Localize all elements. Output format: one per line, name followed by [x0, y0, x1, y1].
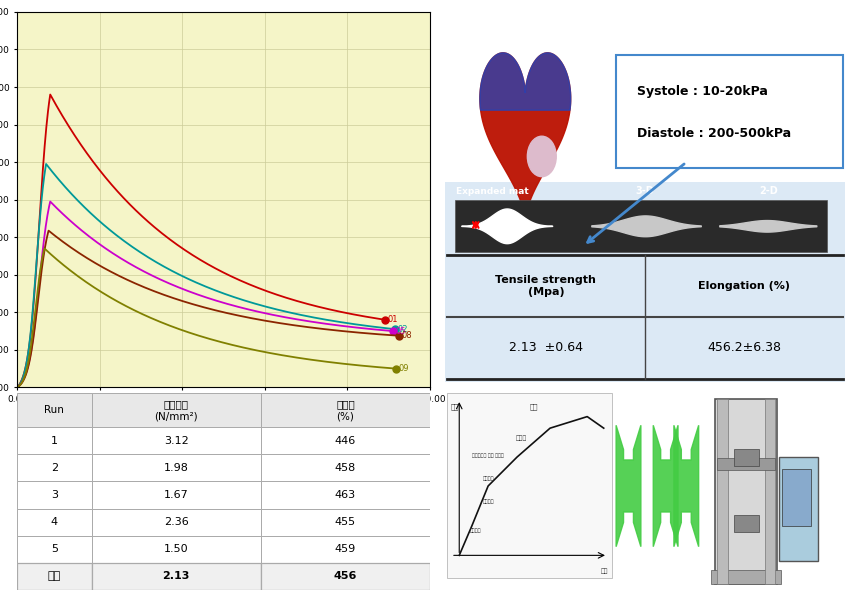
Bar	[734, 449, 759, 466]
Text: 05: 05	[396, 327, 406, 336]
Text: 2.13  ±0.64: 2.13 ±0.64	[509, 342, 583, 355]
Text: 3-D: 3-D	[636, 186, 654, 195]
Polygon shape	[674, 426, 698, 547]
FancyBboxPatch shape	[455, 200, 826, 252]
Text: 1.67: 1.67	[163, 490, 188, 500]
Text: 파괴점: 파괴점	[515, 435, 527, 440]
FancyBboxPatch shape	[17, 563, 91, 590]
Text: 2: 2	[51, 463, 58, 473]
Text: 455: 455	[335, 517, 356, 527]
Circle shape	[527, 136, 556, 176]
Polygon shape	[480, 53, 571, 220]
FancyBboxPatch shape	[261, 482, 430, 508]
Bar	[717, 458, 775, 470]
Text: 인장강도를 위한 보조선: 인장강도를 위한 보조선	[472, 453, 504, 458]
Polygon shape	[654, 426, 678, 547]
FancyBboxPatch shape	[91, 427, 261, 454]
Text: 비례구간: 비례구간	[470, 528, 482, 533]
FancyBboxPatch shape	[91, 536, 261, 563]
Text: 09: 09	[399, 364, 409, 373]
Text: 인장강도
(N/mm²): 인장강도 (N/mm²)	[154, 399, 198, 421]
Text: 연신: 연신	[600, 568, 608, 574]
Text: Elongation (%): Elongation (%)	[698, 281, 790, 291]
Bar	[779, 457, 819, 561]
FancyBboxPatch shape	[91, 508, 261, 536]
Text: 하중: 하중	[451, 403, 459, 409]
Text: 463: 463	[335, 490, 356, 500]
Bar	[447, 393, 612, 579]
Text: 01: 01	[388, 315, 398, 324]
Text: Tensile strength
(Mpa): Tensile strength (Mpa)	[495, 275, 596, 297]
FancyBboxPatch shape	[616, 55, 843, 168]
Text: 1.98: 1.98	[163, 463, 188, 473]
FancyBboxPatch shape	[17, 427, 91, 454]
Text: 5: 5	[51, 544, 58, 554]
FancyBboxPatch shape	[17, 393, 91, 427]
Text: Expanded mat: Expanded mat	[456, 187, 529, 195]
Text: Diastole : 200-500kPa: Diastole : 200-500kPa	[636, 128, 791, 141]
Text: 하항복점: 하항복점	[482, 499, 494, 504]
Text: 3: 3	[51, 490, 58, 500]
X-axis label: Strain [%]: Strain [%]	[195, 409, 252, 420]
Bar	[717, 399, 728, 584]
Text: 2.13: 2.13	[163, 572, 190, 582]
Text: 1: 1	[51, 436, 58, 446]
FancyBboxPatch shape	[261, 393, 430, 427]
Polygon shape	[616, 426, 641, 547]
Text: 456.2±6.38: 456.2±6.38	[707, 342, 781, 355]
Text: 456: 456	[334, 572, 357, 582]
Text: 3.12: 3.12	[163, 436, 188, 446]
Text: 4: 4	[51, 517, 58, 527]
Text: 연신율
(%): 연신율 (%)	[336, 399, 355, 421]
Bar	[716, 399, 777, 584]
FancyBboxPatch shape	[91, 454, 261, 482]
Text: 2-D: 2-D	[759, 186, 778, 195]
FancyBboxPatch shape	[17, 454, 91, 482]
FancyBboxPatch shape	[17, 482, 91, 508]
Text: 458: 458	[335, 463, 356, 473]
Text: 1.50: 1.50	[163, 544, 188, 554]
FancyBboxPatch shape	[17, 508, 91, 536]
Text: 상항복점: 상항복점	[482, 476, 494, 481]
Polygon shape	[480, 53, 571, 110]
Bar	[765, 399, 775, 584]
FancyBboxPatch shape	[261, 536, 430, 563]
Text: 08: 08	[402, 331, 413, 340]
Text: 인장: 인장	[529, 403, 538, 409]
Bar	[734, 515, 759, 532]
FancyBboxPatch shape	[91, 393, 261, 427]
Text: 459: 459	[335, 544, 356, 554]
Bar	[711, 570, 781, 584]
Text: 평균: 평균	[47, 572, 61, 582]
FancyBboxPatch shape	[261, 454, 430, 482]
FancyBboxPatch shape	[91, 563, 261, 590]
Text: 446: 446	[335, 436, 356, 446]
FancyBboxPatch shape	[261, 508, 430, 536]
FancyBboxPatch shape	[261, 427, 430, 454]
FancyBboxPatch shape	[261, 563, 430, 590]
Text: 2.36: 2.36	[163, 517, 188, 527]
Bar	[782, 468, 811, 526]
FancyBboxPatch shape	[91, 482, 261, 508]
FancyBboxPatch shape	[445, 182, 845, 382]
FancyBboxPatch shape	[17, 536, 91, 563]
Text: Systole : 10-20kPa: Systole : 10-20kPa	[636, 85, 768, 98]
Text: Run: Run	[45, 405, 64, 415]
Text: 02: 02	[398, 325, 408, 334]
